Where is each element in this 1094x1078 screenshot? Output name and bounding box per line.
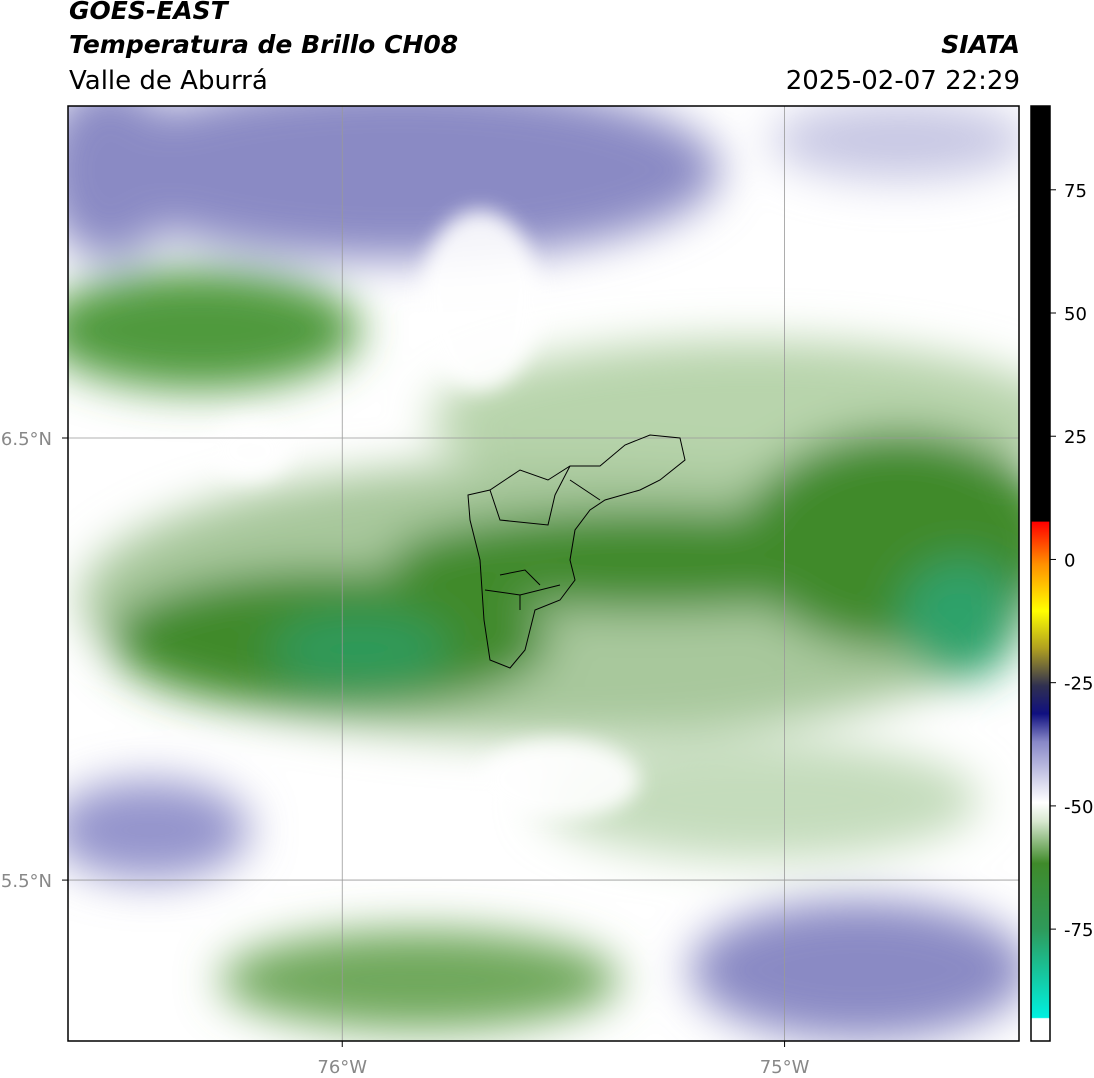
colorbar-tick-label: 25 [1064,427,1087,448]
colorbar-tick-label: -25 [1064,674,1093,695]
lon-tick-label: 75°W [760,1057,810,1078]
colorbar-tick-label: 50 [1064,304,1087,325]
colorbar-tick-label: 0 [1064,550,1075,571]
satellite-title: GOES-EAST [69,0,228,25]
lon-tick-label: 76°W [317,1057,367,1078]
map-field [68,106,1019,1041]
region-label: Valle de Aburrá [69,66,268,96]
agency-label: SIATA [941,30,1020,59]
lat-tick-label: 6.5°N [1,429,52,450]
colorbar-tick-label: -50 [1064,797,1093,818]
colorbar [1030,105,1051,1042]
lat-tick-label: 5.5°N [1,871,52,892]
datetime-label: 2025-02-07 22:29 [785,66,1020,96]
colorbar-tick-label: 75 [1064,181,1087,202]
colorbar-tick-label: -75 [1064,920,1093,941]
product-title: Temperatura de Brillo CH08 [69,30,459,59]
map-frame [67,105,1020,1042]
municipal-boundaries [467,434,686,669]
